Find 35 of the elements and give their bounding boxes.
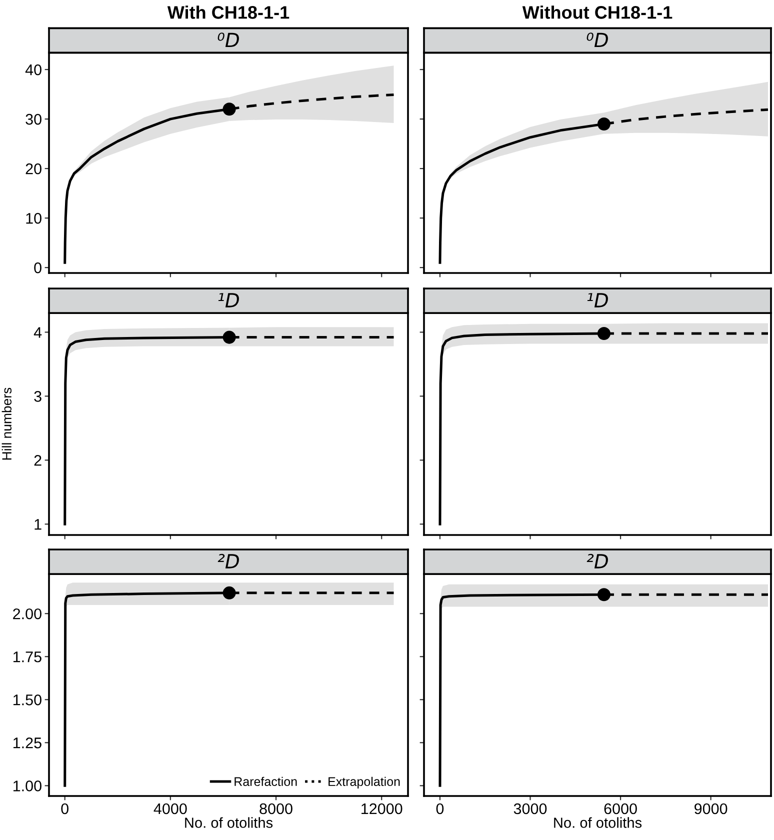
chart-title: Without CH18-1-1 (522, 6, 672, 19)
x-tick-label: 8000 (260, 803, 292, 814)
chart-title: With CH18-1-1 (167, 6, 290, 19)
x-tick-label: 6000 (604, 803, 637, 814)
y-tick-label: 2 (34, 455, 42, 466)
y-tick-label: 1.25 (13, 738, 42, 748)
chart-subtitle: ¹D (587, 293, 608, 308)
chart-subtitle: ⁰D (586, 32, 608, 48)
chart-subtitle: ¹D (218, 293, 239, 308)
legend-label: Extrapolation (328, 776, 400, 788)
y-tick-label: 10 (26, 212, 42, 224)
y-tick-label: 20 (26, 163, 42, 174)
x-tick-label: 4000 (154, 803, 187, 814)
x-tick-label: 0 (61, 803, 68, 814)
x-axis-title: No. of otoliths (554, 817, 642, 828)
y-tick-label: 1.00 (13, 780, 42, 792)
y-tick-label: 40 (25, 64, 42, 76)
legend-label: Rarefaction (234, 776, 297, 786)
y-tick-label: 1.75 (13, 652, 42, 662)
y-tick-label: 0 (34, 262, 42, 274)
y-tick-label: 2.00 (13, 608, 42, 620)
y-tick-label: 1 (34, 519, 42, 530)
y-axis-title: Hill numbers (2, 388, 12, 460)
x-tick-label: 12000 (362, 803, 402, 814)
chart-subtitle: ²D (586, 554, 608, 568)
x-axis-title: No. of otoliths (185, 817, 273, 828)
x-tick-label: 9000 (694, 803, 728, 814)
y-tick-label: 1.50 (13, 694, 42, 706)
y-tick-label: 30 (26, 114, 42, 125)
x-tick-label: 3000 (514, 803, 547, 814)
chart-subtitle: ⁰D (218, 32, 239, 48)
y-tick-label: 3 (34, 391, 42, 402)
chart-subtitle: ²D (218, 554, 239, 568)
x-tick-label: 0 (436, 803, 444, 814)
y-tick-label: 4 (34, 327, 42, 338)
